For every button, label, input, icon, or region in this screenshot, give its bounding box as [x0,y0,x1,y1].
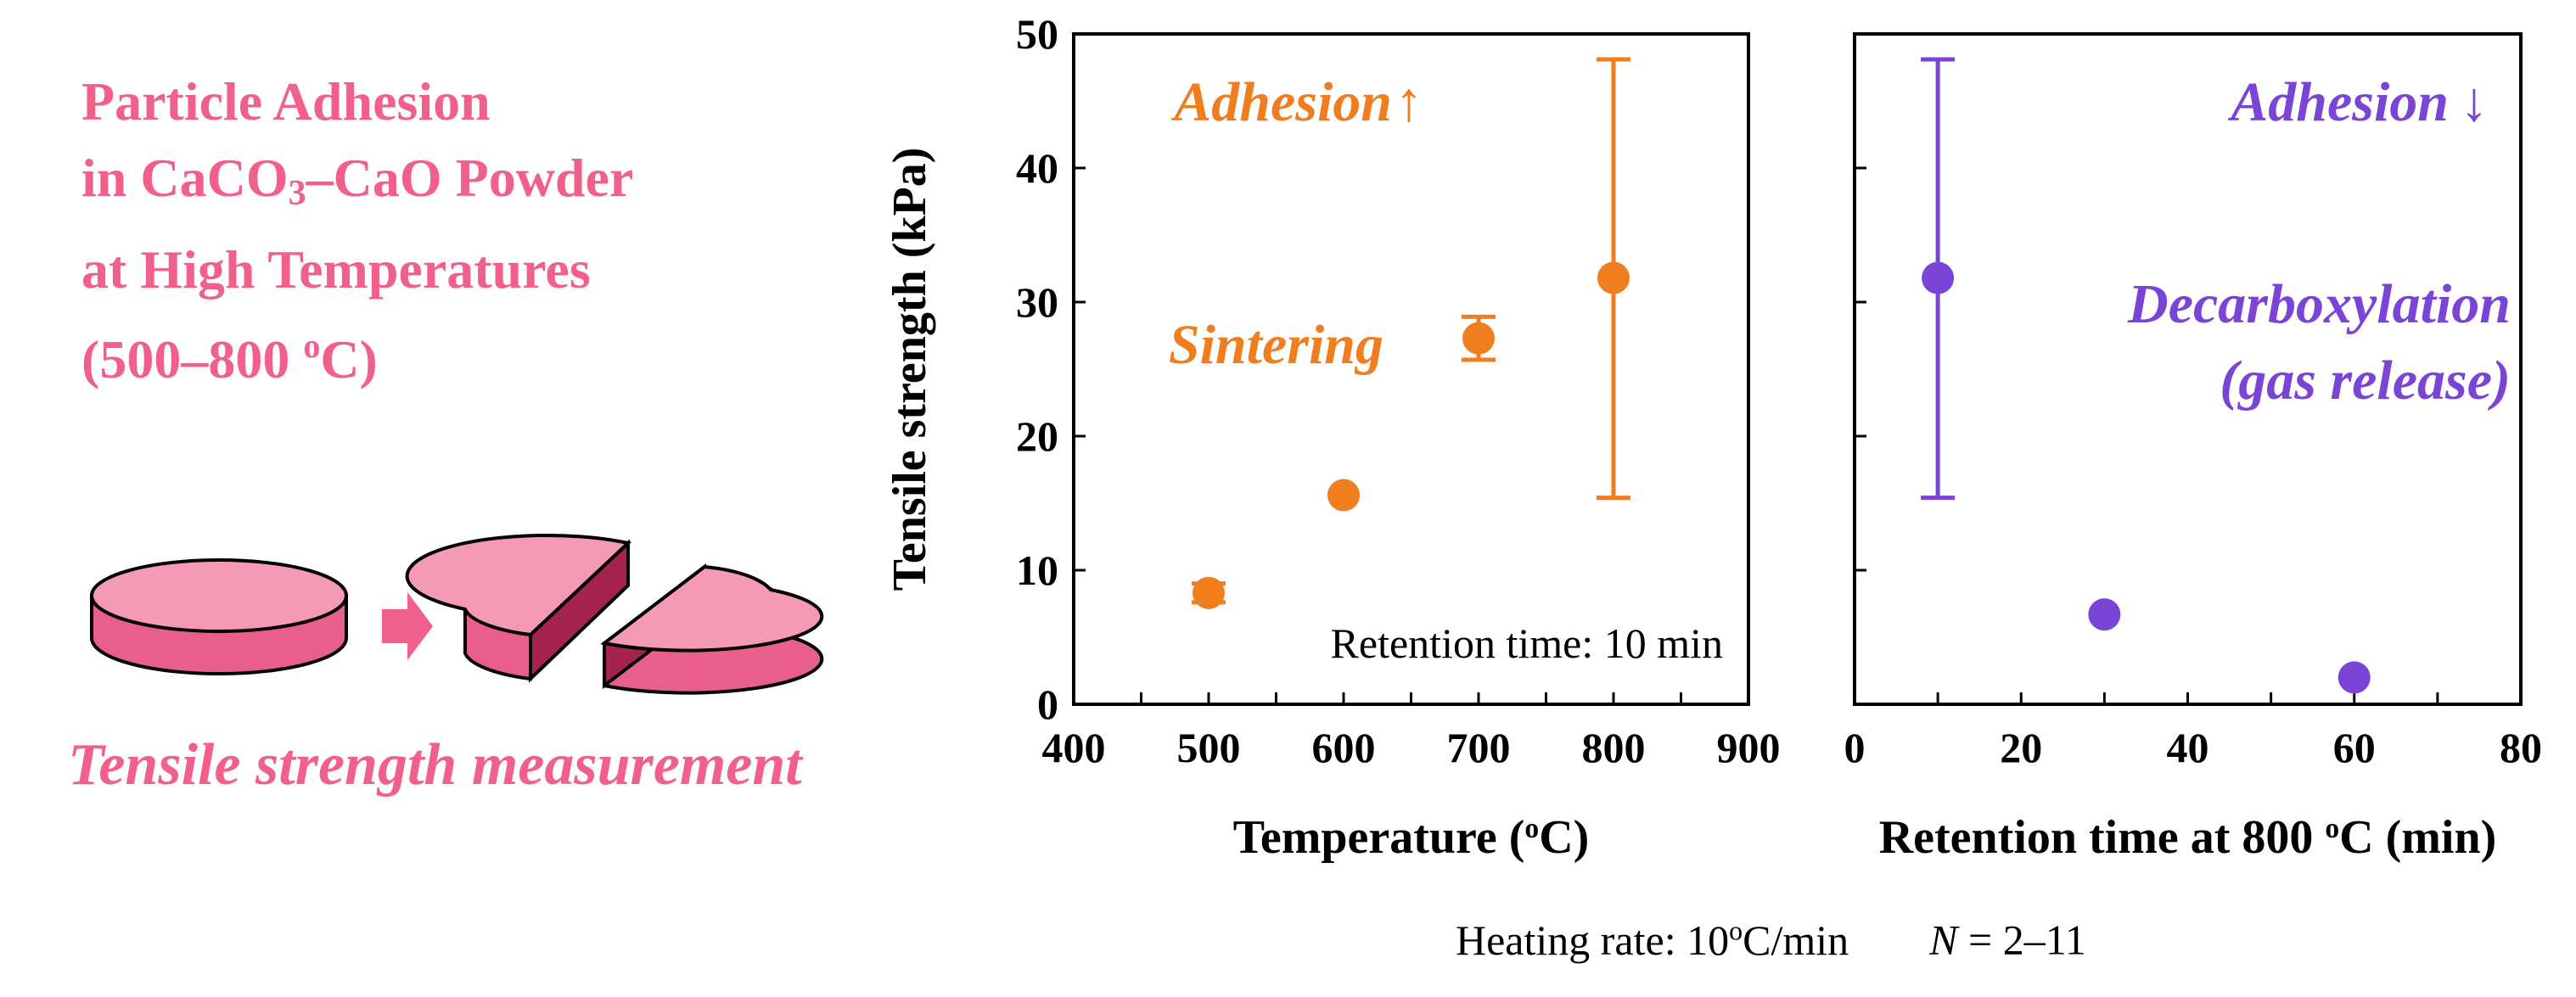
x-tick-label: 600 [1312,724,1376,771]
arrow-down-icon: ↓ [2461,71,2489,133]
y-tick-label: 20 [1016,412,1058,460]
x-tick-label: 500 [1177,724,1241,771]
data-point [1462,322,1495,355]
annotation-sintering: Sintering [1169,314,1383,376]
x-tick-label: 80 [2500,724,2542,771]
y-axis-label: Tensile strength (kPa) [884,148,936,591]
annotation-adhesion: Adhesion [2227,71,2449,133]
x-tick-label: 20 [2000,724,2042,771]
title-line-1: Particle Adhesion [81,71,491,132]
data-point [2088,598,2121,631]
x-tick-label: 400 [1042,724,1106,771]
title-line-4: (500–800 oC) [81,308,633,398]
data-point [2337,661,2371,694]
broken-pellet-right-icon [600,563,824,695]
right-arrow-icon [382,592,433,660]
data-point [1327,479,1360,512]
annotation-retention-time: Retention time: 10 min [1331,619,1723,667]
y-tick-label: 10 [1016,546,1058,594]
data-point [1922,261,1955,294]
title-line-3: at High Temperatures [81,239,591,300]
x-tick-label: 900 [1717,724,1781,771]
left-panel-title: Particle Adhesion in CaCO3–CaO Powder at… [81,64,633,398]
x-axis-label: Retention time at 800 oC (min) [1879,811,2497,864]
y-tick-label: 50 [1016,10,1058,58]
title-line-2-sub: 3 [288,174,306,213]
title-line-4-post: C) [320,329,378,389]
n-label: N [1929,916,1958,964]
title-line-2-pre: in CaCO [81,148,289,208]
whole-pellet-icon [90,558,348,675]
title-line-2-post: –CaO Powder [306,148,634,208]
arrow-up-icon: ↑ [1395,71,1423,133]
y-tick-label: 40 [1016,144,1058,192]
y-tick-label: 30 [1016,278,1058,326]
x-tick-label: 800 [1582,724,1646,771]
title-line-4-sup: o [303,327,321,365]
title-line-4-pre: (500–800 [81,329,304,389]
title-line-2: in CaCO3–CaO Powder [81,140,633,232]
annotation-gas-release: (gas release) [2220,350,2511,412]
x-axis-label: Temperature (oC) [1233,811,1590,864]
annotation-decarboxylation: Decarboxylation [2127,273,2511,335]
n-value: = 2–11 [1957,916,2086,964]
x-tick-label: 700 [1447,724,1511,771]
y-tick-label: 0 [1037,681,1058,728]
x-tick-label: 0 [1844,724,1866,771]
data-point [1597,261,1630,294]
data-point [1193,576,1225,609]
broken-pellet-left-icon [405,533,632,683]
annotation-adhesion: Adhesion [1170,71,1392,133]
pellet-illustration [90,533,824,695]
caption-tensile-measurement: Tensile strength measurement [68,732,802,798]
heating-rate-text: Heating rate: 10oC/min [1456,915,1849,964]
x-tick-label: 60 [2333,724,2376,771]
chart-1: 400 500 600 700 800 900 0 10 20 30 40 50 Temperature… [884,10,1781,864]
x-tick-label: 40 [2167,724,2209,771]
footnote: Heating rate: 10oC/min N = 2–11 [1456,915,2086,965]
